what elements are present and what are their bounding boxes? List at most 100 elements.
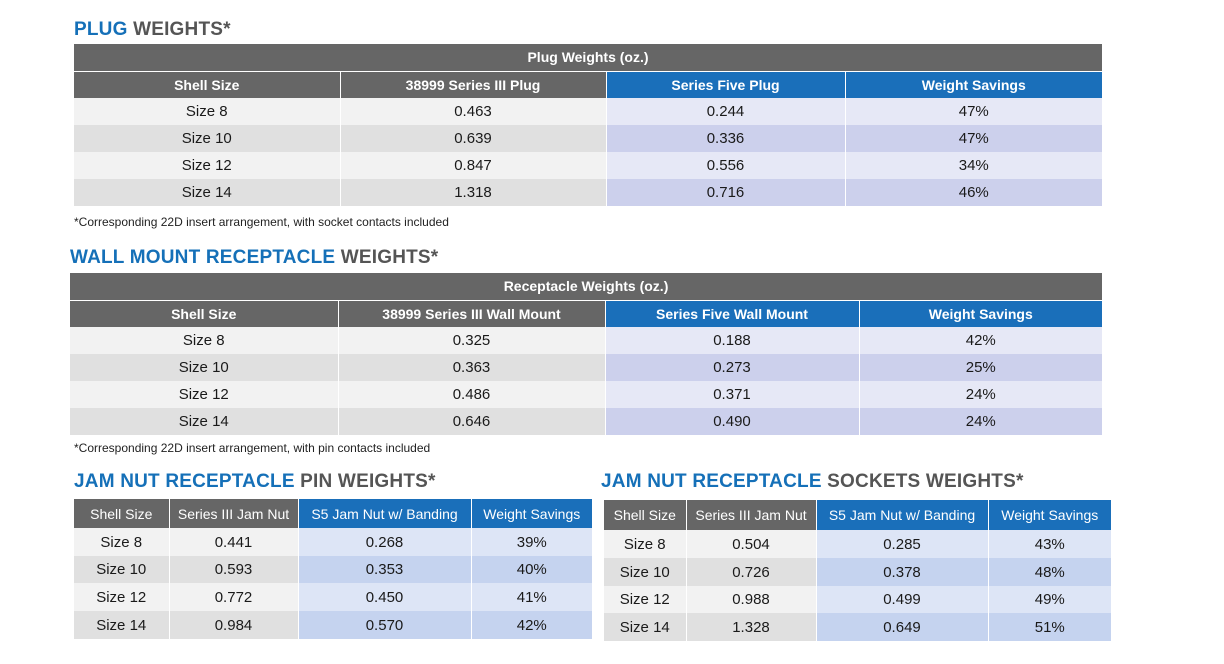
table-cell: 39% xyxy=(471,528,592,556)
column-header: Series Five Plug xyxy=(606,71,846,98)
table-cell: 0.378 xyxy=(816,558,989,586)
table-cell: Size 12 xyxy=(604,586,687,613)
column-header: Series III Jam Nut xyxy=(169,499,299,528)
table-row: Size 12 0.847 0.556 34% xyxy=(74,152,1103,179)
wall-mount-weights-table: Receptacle Weights (oz.) Shell Size 3899… xyxy=(70,273,1103,435)
table-cell: 43% xyxy=(988,530,1111,558)
column-header: Shell Size xyxy=(70,300,339,327)
table-cell: 0.441 xyxy=(169,528,299,556)
table-row: Size 8 0.504 0.285 43% xyxy=(604,530,1111,558)
table-cell: 0.188 xyxy=(605,327,860,354)
table-cell: 0.716 xyxy=(606,179,846,206)
table-cell: 0.556 xyxy=(606,152,846,179)
wall-heading-highlight: WALL MOUNT RECEPTACLE xyxy=(70,247,336,268)
table-cell: Size 8 xyxy=(70,327,339,354)
table-cell: 34% xyxy=(845,152,1103,179)
column-header: Weight Savings xyxy=(471,499,592,528)
table-cell: Size 10 xyxy=(74,125,341,152)
plug-group-title: Plug Weights (oz.) xyxy=(74,44,1103,72)
table-cell: 0.336 xyxy=(606,125,846,152)
column-header: Series III Jam Nut xyxy=(686,500,817,530)
table-row: Size 12 0.988 0.499 49% xyxy=(604,586,1111,613)
table-cell: 0.772 xyxy=(169,583,299,611)
table-cell: 24% xyxy=(859,381,1103,408)
table-cell: 41% xyxy=(471,583,592,611)
table-cell: 42% xyxy=(471,611,592,639)
table-row: Size 12 0.772 0.450 41% xyxy=(74,583,592,611)
jam-pin-heading-highlight: JAM NUT RECEPTACLE xyxy=(74,471,295,492)
plug-footnote: *Corresponding 22D insert arrangement, w… xyxy=(74,215,449,229)
jam-socket-heading: JAM NUT RECEPTACLE SOCKETS WEIGHTS* xyxy=(601,470,1024,494)
table-cell: 0.371 xyxy=(605,381,860,408)
table-cell: 0.273 xyxy=(605,354,860,381)
table-cell: 0.268 xyxy=(298,528,472,556)
table-cell: Size 12 xyxy=(74,583,170,611)
table-cell: 0.847 xyxy=(340,152,607,179)
table-cell: 0.325 xyxy=(338,327,606,354)
column-header: S5 Jam Nut w/ Banding xyxy=(298,499,472,528)
table-cell: 49% xyxy=(988,586,1111,613)
table-cell: Size 10 xyxy=(74,556,170,583)
table-cell: 0.726 xyxy=(686,558,817,586)
jam-socket-section: JAM NUT RECEPTACLE SOCKETS WEIGHTS* xyxy=(601,470,1024,494)
table-cell: 0.499 xyxy=(816,586,989,613)
table-row: Size 14 1.328 0.649 51% xyxy=(604,613,1111,641)
column-header: Shell Size xyxy=(74,71,341,98)
table-row: Size 10 0.593 0.353 40% xyxy=(74,556,592,583)
wall-heading: WALL MOUNT RECEPTACLE WEIGHTS* xyxy=(70,246,438,270)
column-header: 38999 Series III Wall Mount xyxy=(338,300,606,327)
table-cell: 47% xyxy=(845,125,1103,152)
jam-socket-heading-highlight: JAM NUT RECEPTACLE xyxy=(601,471,822,492)
wall-section: WALL MOUNT RECEPTACLE WEIGHTS* xyxy=(70,246,438,270)
column-header: Series Five Wall Mount xyxy=(605,300,860,327)
table-cell: Size 14 xyxy=(70,408,339,435)
table-row: Size 14 0.984 0.570 42% xyxy=(74,611,592,639)
plug-heading-highlight: PLUG xyxy=(74,19,128,40)
table-cell: Size 12 xyxy=(70,381,339,408)
plug-weights-table: Plug Weights (oz.) Shell Size 38999 Seri… xyxy=(74,44,1103,206)
table-cell: 46% xyxy=(845,179,1103,206)
table-cell: Size 8 xyxy=(74,528,170,556)
table-cell: 0.363 xyxy=(338,354,606,381)
table-row: Size 8 0.463 0.244 47% xyxy=(74,98,1103,125)
jam-socket-heading-rest: SOCKETS WEIGHTS* xyxy=(821,471,1024,492)
table-cell: 0.639 xyxy=(340,125,607,152)
table-row: Size 8 0.325 0.188 42% xyxy=(70,327,1103,354)
table-cell: 0.490 xyxy=(605,408,860,435)
table-cell: 48% xyxy=(988,558,1111,586)
table-cell: Size 10 xyxy=(604,558,687,586)
table-cell: Size 14 xyxy=(604,613,687,641)
table-cell: 0.285 xyxy=(816,530,989,558)
wall-group-title: Receptacle Weights (oz.) xyxy=(70,273,1103,301)
table-cell: Size 8 xyxy=(604,530,687,558)
table-row: Size 14 0.646 0.490 24% xyxy=(70,408,1103,435)
column-header: Weight Savings xyxy=(845,71,1103,98)
table-cell: 42% xyxy=(859,327,1103,354)
table-cell: 0.353 xyxy=(298,556,472,583)
table-cell: 0.463 xyxy=(340,98,607,125)
table-cell: 0.649 xyxy=(816,613,989,641)
table-cell: 0.570 xyxy=(298,611,472,639)
table-row: Size 10 0.363 0.273 25% xyxy=(70,354,1103,381)
column-header: S5 Jam Nut w/ Banding xyxy=(816,500,989,530)
table-cell: 0.504 xyxy=(686,530,817,558)
table-cell: 1.328 xyxy=(686,613,817,641)
table-cell: 40% xyxy=(471,556,592,583)
plug-heading-rest: WEIGHTS* xyxy=(127,19,231,40)
table-cell: 0.450 xyxy=(298,583,472,611)
table-cell: Size 12 xyxy=(74,152,341,179)
table-cell: 24% xyxy=(859,408,1103,435)
column-header: Weight Savings xyxy=(988,500,1111,530)
jam-nut-socket-weights-table: Shell Size Series III Jam Nut S5 Jam Nut… xyxy=(604,500,1111,641)
table-cell: 0.988 xyxy=(686,586,817,613)
table-cell: 0.984 xyxy=(169,611,299,639)
table-row: Size 8 0.441 0.268 39% xyxy=(74,528,592,556)
table-row: Size 10 0.639 0.336 47% xyxy=(74,125,1103,152)
table-cell: 51% xyxy=(988,613,1111,641)
table-cell: Size 14 xyxy=(74,611,170,639)
table-row: Size 10 0.726 0.378 48% xyxy=(604,558,1111,586)
column-header: Weight Savings xyxy=(859,300,1103,327)
wall-heading-rest: WEIGHTS* xyxy=(335,247,439,268)
table-cell: 0.486 xyxy=(338,381,606,408)
table-cell: Size 14 xyxy=(74,179,341,206)
